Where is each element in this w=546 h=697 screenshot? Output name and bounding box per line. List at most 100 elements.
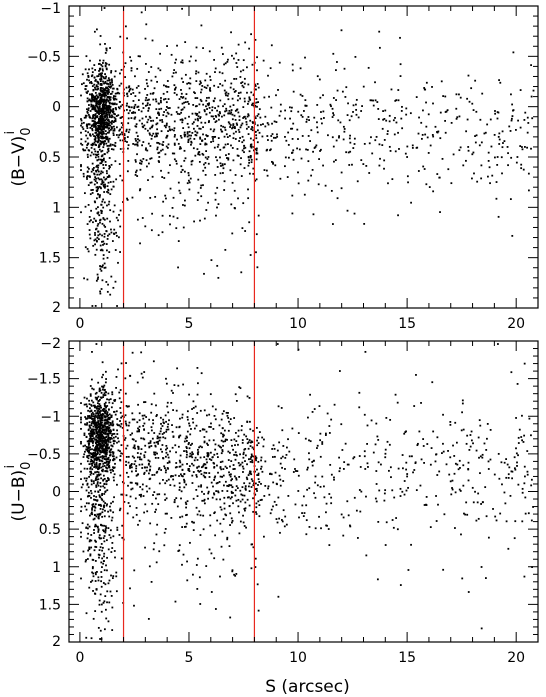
- scatter-point: [291, 69, 294, 72]
- series-point: [105, 125, 107, 128]
- scatter-point: [264, 125, 267, 128]
- scatter-point: [224, 440, 227, 443]
- scatter-point: [249, 119, 252, 122]
- scatter-point: [495, 197, 498, 200]
- scatter-point: [296, 128, 299, 131]
- scatter-point: [87, 204, 90, 206]
- scatter-point: [245, 476, 248, 479]
- scatter-point: [179, 134, 182, 137]
- scatter-point: [90, 534, 93, 536]
- scatter-point: [99, 78, 101, 81]
- scatter-point: [101, 234, 103, 237]
- scatter-point: [141, 467, 144, 469]
- scatter-point: [247, 113, 250, 116]
- scatter-point: [107, 89, 110, 91]
- scatter-point: [101, 428, 104, 431]
- scatter-point: [80, 478, 82, 480]
- scatter-point: [97, 187, 100, 190]
- scatter-point: [95, 279, 98, 282]
- scatter-point: [161, 433, 164, 435]
- scatter-point: [139, 452, 142, 455]
- scatter-point: [98, 504, 101, 506]
- scatter-point: [217, 444, 220, 447]
- scatter-point: [100, 561, 103, 564]
- scatter-point: [96, 410, 99, 412]
- scatter-point: [167, 171, 170, 174]
- scatter-point: [316, 126, 319, 129]
- scatter-point: [208, 472, 211, 474]
- scatter-point: [509, 130, 512, 132]
- scatter-point: [106, 449, 109, 452]
- scatter-point: [157, 468, 160, 471]
- scatter-point: [131, 196, 134, 199]
- scatter-point: [136, 175, 139, 177]
- scatter-point: [190, 141, 193, 144]
- scatter-point: [98, 148, 101, 151]
- scatter-point: [200, 466, 203, 469]
- scatter-point: [512, 51, 515, 54]
- scatter-point: [189, 452, 192, 455]
- scatter-point: [166, 405, 169, 408]
- scatter-point: [517, 442, 520, 444]
- scatter-point: [173, 384, 176, 386]
- scatter-point: [287, 131, 290, 134]
- scatter-point: [321, 441, 324, 443]
- scatter-point: [105, 281, 108, 283]
- scatter-point: [327, 134, 329, 137]
- scatter-point: [226, 136, 229, 138]
- scatter-point: [95, 463, 98, 466]
- scatter-point: [307, 416, 309, 419]
- scatter-point: [103, 137, 106, 139]
- scatter-point: [105, 112, 108, 115]
- scatter-point: [121, 415, 124, 418]
- scatter-point: [110, 122, 113, 125]
- scatter-point: [190, 143, 192, 146]
- scatter-point: [203, 440, 206, 443]
- scatter-point: [148, 418, 151, 421]
- scatter-point: [318, 405, 321, 407]
- scatter-point: [137, 427, 139, 430]
- scatter-point: [170, 389, 173, 392]
- scatter-point: [225, 411, 228, 414]
- scatter-point: [110, 434, 113, 437]
- scatter-point: [80, 442, 82, 445]
- scatter-point: [157, 67, 160, 70]
- scatter-point: [111, 120, 114, 123]
- scatter-point: [94, 471, 96, 474]
- scatter-point: [99, 421, 102, 423]
- scatter-point: [227, 429, 230, 432]
- scatter-point: [462, 164, 465, 167]
- scatter-point: [181, 61, 184, 64]
- scatter-point: [210, 115, 213, 118]
- scatter-point: [144, 444, 147, 447]
- scatter-point: [206, 414, 208, 417]
- scatter-point: [208, 88, 211, 91]
- scatter-point: [505, 458, 508, 460]
- scatter-point: [472, 501, 475, 504]
- scatter-point: [195, 112, 198, 115]
- scatter-point: [101, 265, 104, 268]
- scatter-point: [104, 421, 107, 424]
- scatter-point: [107, 408, 110, 411]
- scatter-point: [80, 418, 82, 421]
- scatter-point: [102, 444, 105, 447]
- scatter-point: [92, 444, 95, 447]
- scatter-point: [233, 189, 236, 192]
- scatter-point: [110, 228, 112, 231]
- scatter-point: [374, 497, 377, 500]
- scatter-point: [252, 510, 255, 513]
- scatter-point: [141, 483, 144, 486]
- scatter-point: [162, 92, 165, 95]
- scatter-point: [125, 447, 128, 450]
- scatter-point: [381, 144, 384, 147]
- scatter-point: [101, 222, 104, 225]
- scatter-point: [166, 425, 169, 428]
- series-point: [233, 125, 236, 128]
- scatter-point: [145, 159, 148, 162]
- scatter-point: [86, 482, 89, 485]
- scatter-point: [104, 425, 107, 428]
- scatter-point: [137, 55, 140, 58]
- scatter-point: [244, 117, 247, 120]
- scatter-point: [242, 202, 245, 205]
- scatter-point: [150, 403, 153, 406]
